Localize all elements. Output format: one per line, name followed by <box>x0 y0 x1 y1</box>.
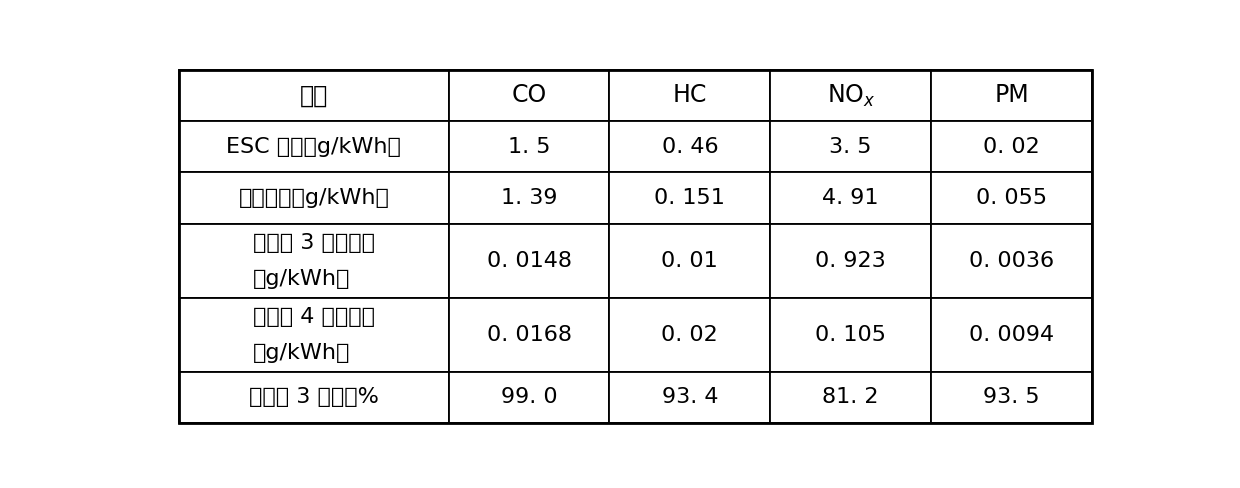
Bar <box>179 224 449 298</box>
Bar <box>449 121 609 172</box>
Text: 0. 0036: 0. 0036 <box>968 251 1054 271</box>
Bar <box>770 372 931 423</box>
Text: 0. 055: 0. 055 <box>976 188 1047 208</box>
Bar <box>609 224 770 298</box>
Bar <box>770 172 931 224</box>
Bar <box>449 372 609 423</box>
Text: 0. 151: 0. 151 <box>655 188 725 208</box>
Text: PM: PM <box>994 83 1029 107</box>
Text: NO$_x$: NO$_x$ <box>827 82 875 108</box>
Bar <box>931 70 1092 121</box>
Text: 99. 0: 99. 0 <box>501 387 557 407</box>
Bar <box>609 172 770 224</box>
Text: 93. 5: 93. 5 <box>983 387 1040 407</box>
Bar <box>449 298 609 372</box>
Bar <box>770 121 931 172</box>
Bar <box>770 224 931 298</box>
Text: 实施例 3 转化率%: 实施例 3 转化率% <box>249 387 378 407</box>
Text: 0. 0168: 0. 0168 <box>486 325 572 345</box>
Bar <box>931 172 1092 224</box>
Text: 0. 01: 0. 01 <box>661 251 718 271</box>
Bar <box>609 121 770 172</box>
Bar <box>931 224 1092 298</box>
Bar <box>931 121 1092 172</box>
Text: CO: CO <box>511 83 547 107</box>
Text: 0. 0094: 0. 0094 <box>968 325 1054 345</box>
Bar <box>449 172 609 224</box>
Text: 81. 2: 81. 2 <box>822 387 879 407</box>
Text: 0. 923: 0. 923 <box>816 251 887 271</box>
Text: HC: HC <box>672 83 707 107</box>
Text: 3. 5: 3. 5 <box>830 137 872 157</box>
Text: 0. 02: 0. 02 <box>983 137 1040 157</box>
Text: 0. 105: 0. 105 <box>815 325 887 345</box>
Bar <box>770 70 931 121</box>
Text: 实施例 3 净化排放
（g/kWh）: 实施例 3 净化排放 （g/kWh） <box>253 233 374 289</box>
Bar <box>179 298 449 372</box>
Bar <box>179 70 449 121</box>
Text: 0. 02: 0. 02 <box>661 325 718 345</box>
Text: 0. 0148: 0. 0148 <box>486 251 572 271</box>
Text: 4. 91: 4. 91 <box>822 188 879 208</box>
Bar <box>770 298 931 372</box>
Bar <box>449 70 609 121</box>
Bar <box>179 172 449 224</box>
Text: 0. 46: 0. 46 <box>662 137 718 157</box>
Bar <box>931 372 1092 423</box>
Bar <box>179 372 449 423</box>
Bar <box>609 372 770 423</box>
Text: 实施例 4 净化排放
（g/kWh）: 实施例 4 净化排放 （g/kWh） <box>253 307 374 363</box>
Text: ESC 限值（g/kWh）: ESC 限值（g/kWh） <box>227 137 402 157</box>
Text: 1. 5: 1. 5 <box>508 137 551 157</box>
Text: 项目: 项目 <box>300 83 327 107</box>
Bar <box>609 70 770 121</box>
Bar <box>449 224 609 298</box>
Text: 原车排放（g/kWh）: 原车排放（g/kWh） <box>238 188 389 208</box>
Bar <box>609 298 770 372</box>
Text: 1. 39: 1. 39 <box>501 188 557 208</box>
Bar <box>179 121 449 172</box>
Text: 93. 4: 93. 4 <box>662 387 718 407</box>
Bar <box>931 298 1092 372</box>
